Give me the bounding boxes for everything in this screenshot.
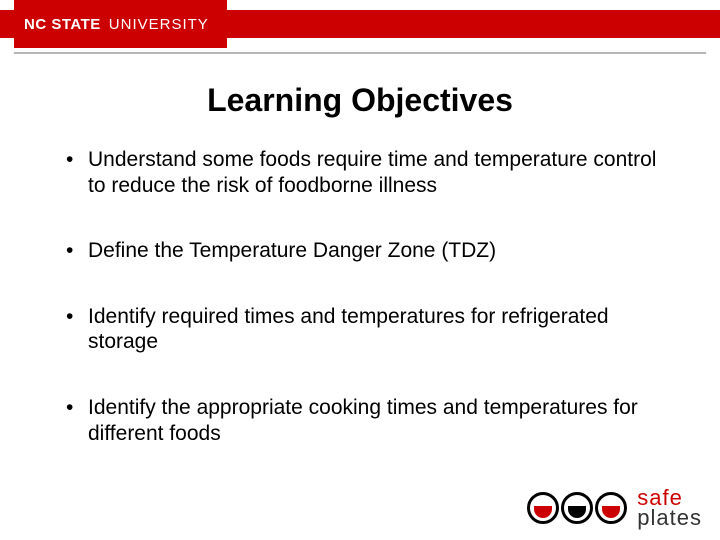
logo-text: safe plates xyxy=(637,488,702,528)
header-divider xyxy=(14,52,706,54)
header-bar: NC STATE UNIVERSITY xyxy=(0,0,720,48)
list-item: Understand some foods require time and t… xyxy=(60,147,660,198)
logo-plates-icon xyxy=(527,492,627,524)
list-item: Identify the appropriate cooking times a… xyxy=(60,395,660,446)
brand-block: NC STATE UNIVERSITY xyxy=(14,0,227,48)
brand-name-thin: UNIVERSITY xyxy=(109,16,209,33)
logo-line2: plates xyxy=(637,508,702,528)
plate-icon xyxy=(527,492,559,524)
list-item: Define the Temperature Danger Zone (TDZ) xyxy=(60,238,660,264)
brand-name-strong: NC STATE xyxy=(24,16,101,33)
content-area: Understand some foods require time and t… xyxy=(60,147,660,446)
plate-icon xyxy=(561,492,593,524)
list-item: Identify required times and temperatures… xyxy=(60,304,660,355)
plate-icon xyxy=(595,492,627,524)
objectives-list: Understand some foods require time and t… xyxy=(60,147,660,446)
safe-plates-logo: safe plates xyxy=(527,488,702,528)
slide-title: Learning Objectives xyxy=(0,82,720,119)
